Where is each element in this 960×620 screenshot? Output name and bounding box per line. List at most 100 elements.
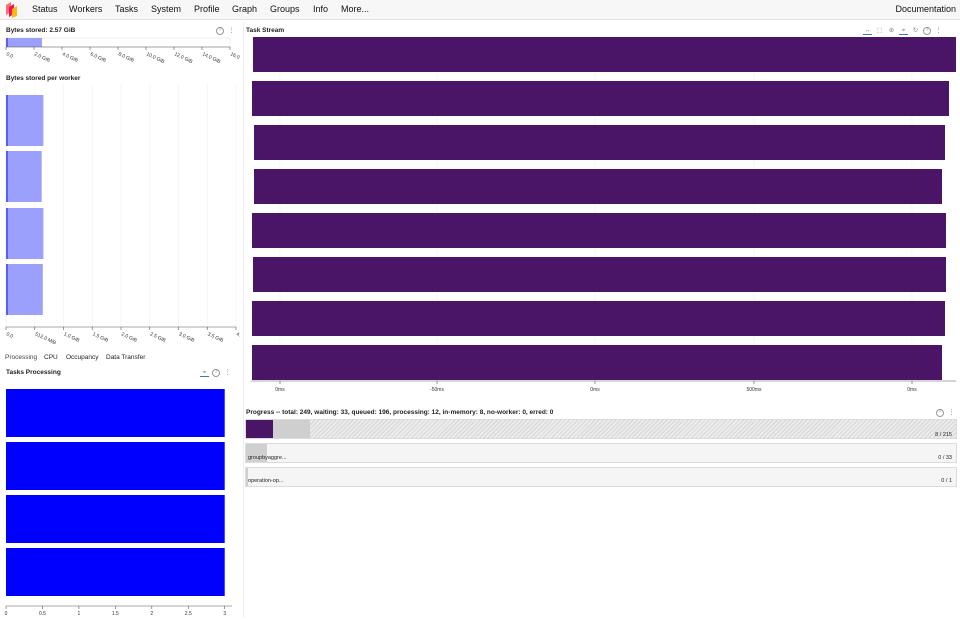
bar-edge: [6, 95, 8, 146]
x-tick-label: 2: [150, 611, 153, 617]
x-tick-label: 16.0 GiB: [229, 51, 240, 65]
nav-profile[interactable]: Profile: [194, 4, 220, 14]
tab-processing[interactable]: Processing: [5, 354, 38, 361]
task-stream-chart: 0ms -50ms 0ms 500ms 0ms: [251, 36, 956, 393]
progress-processing-bar: [273, 420, 310, 438]
progress-processing-bar: [246, 444, 267, 462]
bytes-per-worker-title: Bytes stored per worker: [6, 75, 81, 82]
nav-status[interactable]: Status: [32, 4, 58, 14]
progress-row-count: 8 / 215: [935, 432, 952, 438]
x-tick-label: 2.0 GiB: [33, 51, 51, 64]
tab-occupancy[interactable]: Occupancy: [66, 354, 99, 361]
bar-edge: [6, 38, 8, 47]
more-options-icon[interactable]: ⋮: [228, 27, 235, 34]
nav-groups[interactable]: Groups: [270, 4, 300, 14]
x-tick-label: 3.0 GiB: [178, 331, 196, 344]
progress-toolbar: ? ⋮: [936, 408, 956, 417]
progress-row-count: 0 / 1: [941, 478, 952, 484]
bar-edge: [6, 264, 8, 315]
tasks-processing-toolbar: ⌖ ? ⋮: [200, 368, 232, 377]
progress-processing-bar: [246, 468, 248, 486]
bar: [6, 151, 42, 202]
bytes-stored-panel: Bytes stored: 2.57 GiB ? ⋮ 0.0 2.0 GiB 4.0…: [0, 22, 240, 70]
x-tick-label: 1.5: [112, 611, 119, 617]
progress-panel: Progress -- total: 249, waiting: 33, que…: [245, 405, 958, 618]
x-tick-label: 6.0 GiB: [89, 51, 107, 64]
progress-row-label: operation-op...: [248, 478, 284, 484]
nav-documentation[interactable]: Documentation: [895, 4, 956, 14]
tasks-processing-panel: Tasks Processing ⌖ ? ⋮ 0 0.5 1 1.5 2 2.5 3: [0, 365, 240, 618]
nav-info[interactable]: Info: [313, 4, 329, 14]
pan-icon[interactable]: ↔: [863, 26, 872, 35]
task-bar: [252, 345, 942, 380]
help-icon[interactable]: ?: [936, 408, 944, 417]
bar: [6, 389, 225, 437]
x-tick-label: 10.0 GiB: [145, 51, 166, 65]
help-icon[interactable]: ?: [216, 26, 224, 35]
x-tick-label: 512.0 MiB: [34, 331, 58, 346]
x-tick-label: 2.5 GiB: [149, 331, 167, 344]
bar: [6, 264, 43, 315]
nav-system[interactable]: System: [151, 4, 182, 14]
task-bar: [253, 257, 946, 292]
reset-icon[interactable]: ↻: [912, 27, 919, 34]
bar: [6, 38, 42, 47]
wheel-zoom-icon[interactable]: ⊕: [888, 27, 895, 34]
nav-workers[interactable]: Workers: [69, 4, 103, 14]
x-tick-label: 2.0 GiB: [120, 331, 138, 344]
progress-row[interactable]: 8 / 215: [245, 419, 957, 439]
task-stream-toolbar: ↔ ⬚ ⊕ ⌖ ↻ ? ⋮: [863, 26, 943, 35]
x-tick-label: 0.0: [5, 51, 14, 59]
bar: [6, 495, 225, 543]
bar: [6, 208, 44, 259]
tab-data-transfer[interactable]: Data Transfer: [106, 354, 146, 361]
x-tick-label: 1.0 GiB: [63, 331, 81, 344]
more-options-icon[interactable]: ⋮: [948, 409, 955, 416]
hover-tool-icon[interactable]: ⌖: [899, 26, 908, 35]
x-tick-label: 0.5: [39, 611, 46, 617]
hover-tool-icon[interactable]: ⌖: [200, 368, 209, 377]
nav-graph[interactable]: Graph: [232, 4, 258, 14]
bar: [6, 442, 225, 490]
box-zoom-icon[interactable]: ⬚: [876, 27, 883, 34]
x-tick-label: 1: [78, 611, 81, 617]
bytes-stored-toolbar: ? ⋮: [216, 26, 236, 35]
task-bar: [254, 125, 945, 160]
progress-done-bar: [246, 420, 273, 438]
progress-title: Progress -- total: 249, waiting: 33, que…: [246, 409, 554, 416]
more-options-icon[interactable]: ⋮: [935, 27, 942, 34]
column-divider: [243, 22, 244, 618]
bar-edge: [6, 151, 8, 202]
x-tick-label: 0ms: [590, 387, 600, 393]
nav-tasks[interactable]: Tasks: [115, 4, 139, 14]
lower-left-tabs: Processing CPU Occupancy Data Transfer: [0, 352, 240, 365]
task-bar: [253, 37, 956, 72]
task-bar: [252, 81, 949, 116]
help-icon[interactable]: ?: [923, 26, 931, 35]
help-icon[interactable]: ?: [212, 368, 220, 377]
top-nav: Status Workers Tasks System Profile Grap…: [0, 0, 960, 20]
x-tick-label: 500ms: [746, 387, 762, 393]
bar: [6, 95, 44, 146]
progress-row-label: groupbyaggre...: [248, 455, 287, 461]
dask-logo-icon[interactable]: [4, 2, 18, 18]
x-tick-label: 1.5 GiB: [91, 331, 109, 344]
task-bar: [252, 301, 945, 336]
tab-cpu[interactable]: CPU: [44, 354, 58, 361]
progress-row[interactable]: groupbyaggre... 0 / 33: [245, 443, 957, 463]
progress-row[interactable]: operation-op... 0 / 1: [245, 467, 957, 487]
x-tick-label: 2.5: [185, 611, 192, 617]
bar-edge: [6, 208, 8, 259]
x-tick-label: 4.0 GiB: [61, 51, 79, 64]
task-bar: [254, 169, 942, 204]
progress-queued-bar: [310, 420, 956, 438]
bytes-stored-title: Bytes stored: 2.57 GiB: [6, 27, 76, 34]
x-tick-label: 3.5 GiB: [206, 331, 224, 344]
nav-more[interactable]: More...: [341, 4, 370, 14]
task-stream-panel: Task Stream ↔ ⬚ ⊕ ⌖ ↻ ? ⋮ 0ms -50ms 0ms 500…: [245, 22, 958, 396]
x-tick-label: 0ms: [275, 387, 285, 393]
x-tick-label: -50ms: [430, 387, 444, 393]
more-options-icon[interactable]: ⋮: [224, 369, 231, 376]
tasks-processing-title: Tasks Processing: [6, 369, 61, 376]
